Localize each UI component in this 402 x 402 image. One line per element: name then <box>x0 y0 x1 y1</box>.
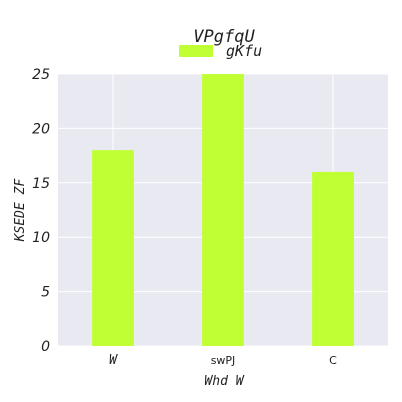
bar-swPJ <box>202 74 244 346</box>
legend-label: gKfu <box>226 42 262 60</box>
y-tick-label-2: 10 <box>32 230 50 246</box>
y-tick-label-3: 15 <box>32 176 50 192</box>
bar-C <box>312 171 354 346</box>
y-tick-label-5: 25 <box>32 67 50 83</box>
legend: gKfu <box>179 42 262 60</box>
x-tick-label-1: swPJ <box>211 354 236 367</box>
x-tick-label-2: C <box>329 354 337 367</box>
x-tick-label-0: W <box>109 353 118 368</box>
chart-title: VPgfqU <box>193 27 255 47</box>
y-tick-label-1: 5 <box>41 285 50 301</box>
y-axis-label: KSEDE ZF <box>13 178 28 243</box>
bar-W <box>92 150 134 346</box>
y-tick-label-0: 0 <box>41 339 50 355</box>
x-axis-label: Whd W <box>204 374 244 389</box>
y-tick-label-4: 20 <box>32 121 50 137</box>
legend-swatch <box>179 45 213 57</box>
y-tick-labels: 0 5 10 15 20 25 <box>32 67 50 355</box>
bars <box>92 74 354 346</box>
